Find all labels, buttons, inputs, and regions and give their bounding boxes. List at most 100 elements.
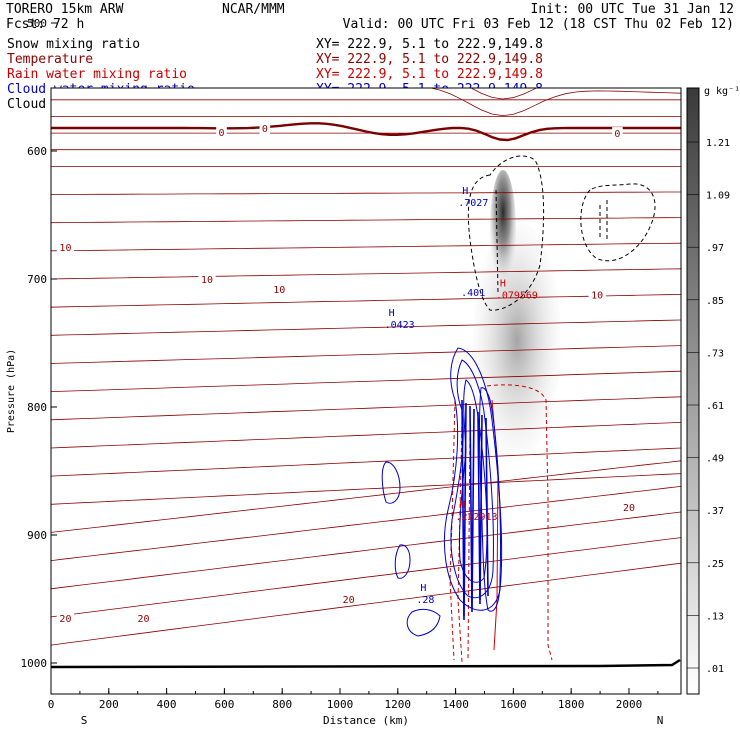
forecast-hour: Fcst: 72 h (6, 17, 84, 32)
terrain-line (51, 658, 681, 669)
colorbar-tick-label: .85 (706, 296, 724, 307)
rain-contour (467, 429, 471, 661)
rain-contour (486, 384, 553, 661)
isotherm (51, 370, 681, 392)
extremum-mark: H (459, 500, 465, 511)
y-tick-label: 900 (27, 529, 47, 542)
cloud-water-contours (381, 347, 503, 637)
x-tick-label: 1200 (385, 698, 412, 711)
x-tick-label: 800 (272, 698, 292, 711)
valid-time: Valid: 00 UTC Fri 03 Feb 12 (18 CST Thu … (343, 17, 734, 32)
axes: 0200400600800100012001400160018002000200… (21, 17, 659, 711)
isotherm (51, 562, 681, 646)
isotherm (51, 537, 681, 618)
extremum-value: .222913 (455, 512, 497, 523)
extremum-mark: H (389, 308, 395, 319)
isotherm (51, 396, 681, 421)
x-end-label-north: N (657, 714, 664, 727)
extremum-value: .401 (461, 288, 485, 299)
snow-contours (467, 155, 656, 311)
isotherm-label: 10 (273, 285, 285, 296)
isotherm-label-bg (216, 125, 227, 138)
colorbar-tick-label: .37 (706, 506, 724, 517)
colorbar-tick-label: .61 (706, 401, 724, 412)
temperature-labels: -60-50-40-40-40-30-30-30-20-20-20-10-10-… (56, 121, 638, 625)
isotherm (51, 422, 681, 449)
snow-shading-plume (473, 220, 561, 460)
colorbar-tick-label: .25 (706, 559, 724, 570)
y-tick-label: 800 (27, 401, 47, 414)
isotherm-label: 0 (218, 128, 224, 139)
extremum-value: .7027 (458, 198, 488, 209)
legend-entry-name: Temperature (7, 52, 93, 67)
x-tick-label: 400 (157, 698, 177, 711)
init-time: Init: 00 UTC Tue 31 Jan 12 (531, 2, 735, 17)
isotherm (51, 447, 681, 477)
isotherm (51, 473, 681, 505)
x-tick-label: 200 (99, 698, 119, 711)
cloud-water-contour (479, 414, 483, 601)
colorbar-ticks: g kg⁻¹ 1.21 1.09 .97 .85 .73 .61 .49 .37 .25 .13 .0… (687, 86, 740, 675)
colorbar-tick-label: 1.09 (706, 191, 730, 202)
isotherm (51, 345, 681, 364)
isotherm (51, 268, 681, 280)
isotherm (51, 217, 681, 224)
colorbar (686, 87, 700, 695)
y-tick-label: 600 (27, 145, 47, 158)
legend-entry-coords: XY= 222.9, 5.1 to 222.9,149.8 (316, 37, 543, 52)
colorbar-tick-label: .01 (706, 664, 724, 675)
isotherm-label-bg (340, 593, 358, 605)
x-axis-label: Distance (km) (323, 714, 409, 727)
snow-contour (599, 200, 608, 240)
isotherm (51, 511, 681, 590)
extremum-mark: H (462, 186, 468, 197)
cloud-water-contour (394, 544, 411, 579)
isotherm-label-bg (270, 283, 288, 296)
plot-area (51, 88, 681, 694)
isotherm-label: 20 (59, 614, 71, 625)
isotherm-label-bg (198, 273, 216, 285)
isotherm-label: 20 (137, 614, 149, 625)
colorbar-tick-label: .13 (706, 611, 724, 622)
x-tick-label: 1000 (327, 698, 354, 711)
x-tick-label: 2000 (616, 698, 643, 711)
isotherm (51, 319, 681, 336)
colorbar-tick-label: 1.21 (706, 138, 730, 149)
cloud-water-contour (381, 461, 401, 504)
extremum-mark: H (420, 583, 426, 594)
legend-entry-name: Snow mixing ratio (7, 37, 140, 52)
isotherm-label-bg (612, 127, 623, 140)
extremum-mark: H (500, 278, 506, 289)
extremum-value: .079569 (496, 290, 538, 301)
isotherm-label-bg (620, 500, 638, 513)
model-title: TORERO 15km ARW (6, 2, 124, 17)
x-tick-label: 0 (48, 698, 55, 711)
colorbar-tick-label: .49 (706, 454, 724, 465)
isotherm-label-bg (259, 121, 271, 134)
y-axis-label: Pressure (hPa) (6, 349, 17, 433)
snow-contour (495, 189, 499, 293)
isotherm-label: 20 (343, 595, 355, 606)
ground-mask (51, 660, 681, 694)
y-tick-label: 500 (27, 17, 47, 30)
extremum-value: .28 (416, 595, 434, 606)
isotherm (429, 88, 681, 117)
isotherm (51, 486, 681, 561)
colorbar-tick-label: .97 (706, 243, 724, 254)
snow-contour (580, 183, 656, 262)
isotherm (51, 242, 681, 252)
cloud-water-contour (463, 402, 467, 617)
freezing-level-isotherm (51, 122, 681, 142)
extremum-value: .0423 (385, 320, 415, 331)
x-tick-label: 600 (214, 698, 234, 711)
isotherm-label: 10 (59, 243, 71, 254)
cloud-water-contour (443, 347, 503, 611)
colorbar-unit: g kg⁻¹ (704, 86, 740, 97)
isotherm-label-bg (56, 241, 75, 253)
x-tick-label: 1800 (558, 698, 585, 711)
isotherm-label: 10 (591, 290, 603, 301)
legend-entry-coords: XY= 222.9, 5.1 to 222.9,149.8 (316, 52, 543, 67)
cloud-water-contour (471, 408, 475, 609)
y-tick-label: 700 (27, 273, 47, 286)
